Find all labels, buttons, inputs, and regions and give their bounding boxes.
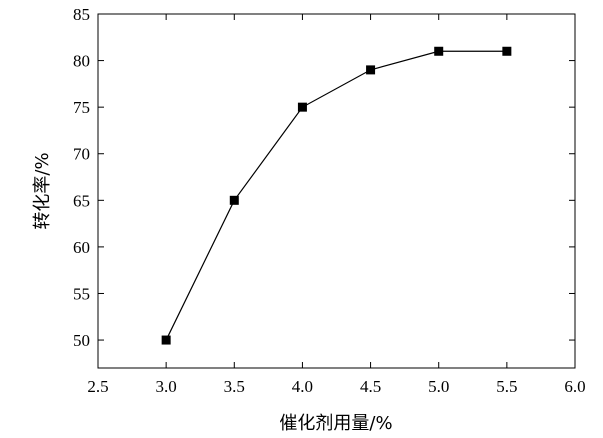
data-series xyxy=(161,46,512,345)
data-point-marker xyxy=(366,65,376,75)
tick-labels: 2.5 3.0 3.5 4.0 4.5 5.0 5.5 6.0 50 55 60 65 70 75 80 85 xyxy=(73,5,586,396)
x-tick-label: 3.5 xyxy=(224,377,245,396)
y-tick-label: 65 xyxy=(73,191,90,210)
data-point-marker xyxy=(161,335,171,345)
x-tick-label: 6.0 xyxy=(564,377,585,396)
plot-area-frame xyxy=(97,13,576,369)
data-point-marker xyxy=(434,46,444,56)
y-tick-label: 80 xyxy=(73,52,90,71)
series-line xyxy=(165,50,507,341)
x-tick-label: 4.0 xyxy=(292,377,313,396)
x-tick-label: 5.0 xyxy=(428,377,449,396)
y-tick-label: 50 xyxy=(73,331,90,350)
y-tick-label: 60 xyxy=(73,238,90,257)
axis-ticks xyxy=(97,13,576,368)
x-axis-title: 催化剂用量/% xyxy=(279,413,392,434)
data-point-marker xyxy=(229,195,239,205)
x-tick-label: 3.0 xyxy=(156,377,177,396)
data-point-marker xyxy=(297,102,307,112)
data-point-marker xyxy=(502,46,512,56)
y-axis-title: 转化率/% xyxy=(32,152,53,229)
y-tick-label: 85 xyxy=(73,5,90,24)
x-tick-label: 4.5 xyxy=(360,377,381,396)
y-tick-label: 75 xyxy=(73,98,90,117)
y-tick-label: 70 xyxy=(73,145,90,164)
x-tick-label: 2.5 xyxy=(87,377,108,396)
y-tick-label: 55 xyxy=(73,284,90,303)
x-tick-label: 5.5 xyxy=(496,377,517,396)
